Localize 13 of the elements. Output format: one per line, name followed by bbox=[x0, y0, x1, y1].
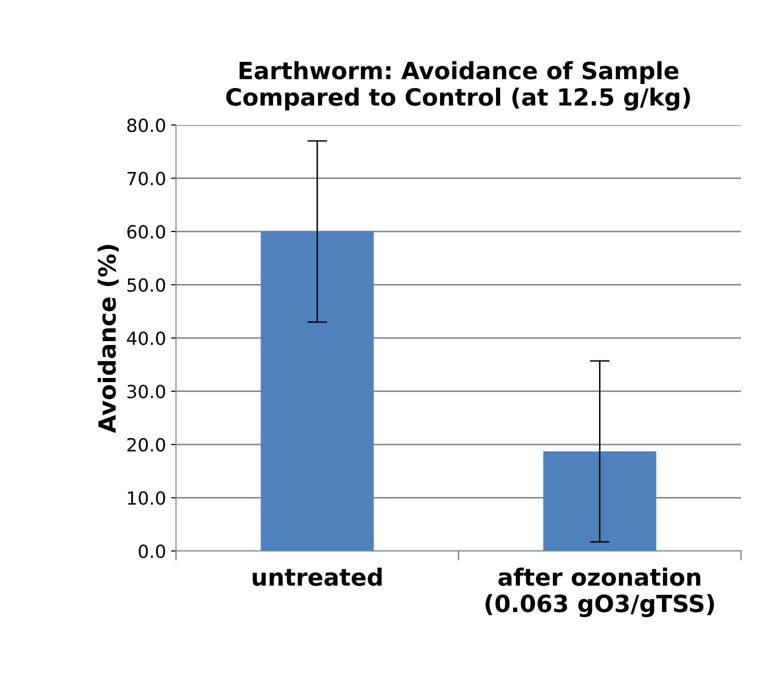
y-tick-label: 20.0 bbox=[127, 438, 166, 452]
chart-title: Earthworm: Avoidance of Sample Compared to Control (at 12.5 g/kg) bbox=[226, 61, 690, 111]
y-tick-label: 0.0 bbox=[138, 544, 166, 558]
x-tick-label: after ozonation (0.063 gO3/gTSS) bbox=[486, 568, 714, 618]
y-tick-label: 80.0 bbox=[127, 118, 166, 132]
y-tick-label: 70.0 bbox=[128, 172, 166, 186]
y-tick-label: 50.0 bbox=[127, 278, 166, 292]
y-tick-label: 30.0 bbox=[127, 384, 166, 398]
y-tick-label: 60.0 bbox=[127, 224, 166, 239]
y-axis-title: Avoidance (%) bbox=[98, 244, 119, 434]
y-tick-label: 10.0 bbox=[128, 491, 166, 505]
y-tick-label: 40.0 bbox=[126, 331, 166, 346]
x-tick-label: untreated bbox=[252, 568, 382, 586]
